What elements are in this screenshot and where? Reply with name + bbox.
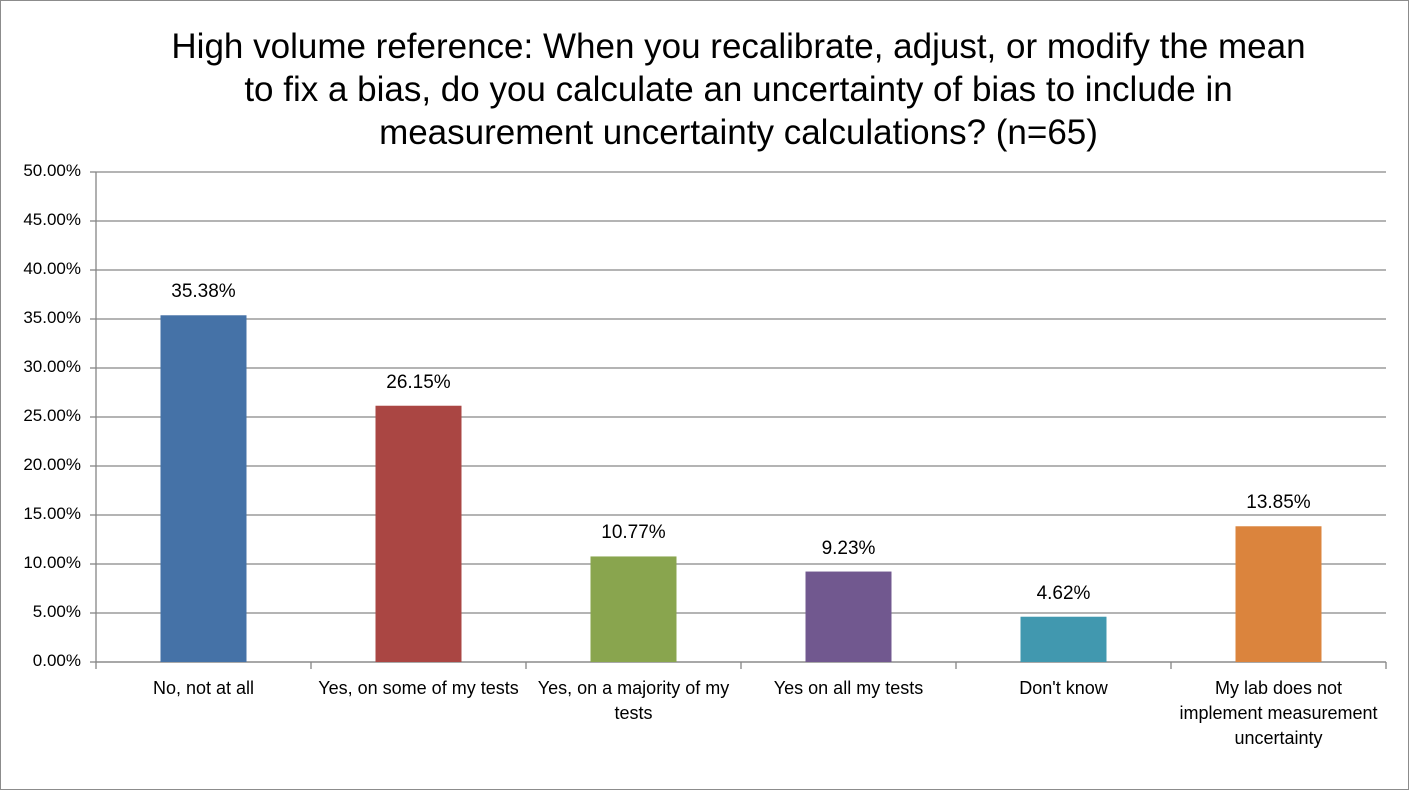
y-tick-label: 45.00% bbox=[23, 210, 81, 229]
y-tick-label: 15.00% bbox=[23, 504, 81, 523]
y-tick-label: 50.00% bbox=[23, 161, 81, 180]
x-tick-label: Yes, on some of my tests bbox=[318, 678, 519, 698]
y-tick-label: 25.00% bbox=[23, 406, 81, 425]
x-tick-label: My lab does not implement measurement un… bbox=[1179, 678, 1378, 748]
chart-title: High volume reference: When you recalibr… bbox=[171, 27, 1306, 152]
bar bbox=[1020, 616, 1107, 662]
y-tick-label: 35.00% bbox=[23, 308, 81, 327]
data-label: 4.62% bbox=[1036, 582, 1091, 604]
x-tick-label: Don't know bbox=[1019, 678, 1108, 698]
x-tick-label: Yes, on a majority of my tests bbox=[537, 678, 730, 723]
data-label: 13.85% bbox=[1246, 492, 1311, 514]
y-tick-label: 40.00% bbox=[23, 259, 81, 278]
bar bbox=[805, 571, 892, 662]
data-label: 35.38% bbox=[171, 281, 236, 303]
y-tick-label: 20.00% bbox=[23, 455, 81, 474]
data-label: 26.15% bbox=[386, 371, 451, 393]
bar bbox=[160, 315, 247, 662]
bar bbox=[590, 556, 677, 662]
y-tick-label: 30.00% bbox=[23, 357, 81, 376]
x-tick-label: Yes on all my tests bbox=[773, 678, 924, 698]
y-tick-label: 5.00% bbox=[32, 602, 81, 621]
y-tick-label: 10.00% bbox=[23, 553, 81, 572]
data-label: 9.23% bbox=[821, 537, 876, 559]
data-label: 10.77% bbox=[601, 522, 666, 544]
bar bbox=[1235, 526, 1322, 662]
bar bbox=[375, 405, 462, 662]
x-tick-label: No, not at all bbox=[152, 678, 255, 698]
y-tick-label: 0.00% bbox=[32, 651, 81, 670]
